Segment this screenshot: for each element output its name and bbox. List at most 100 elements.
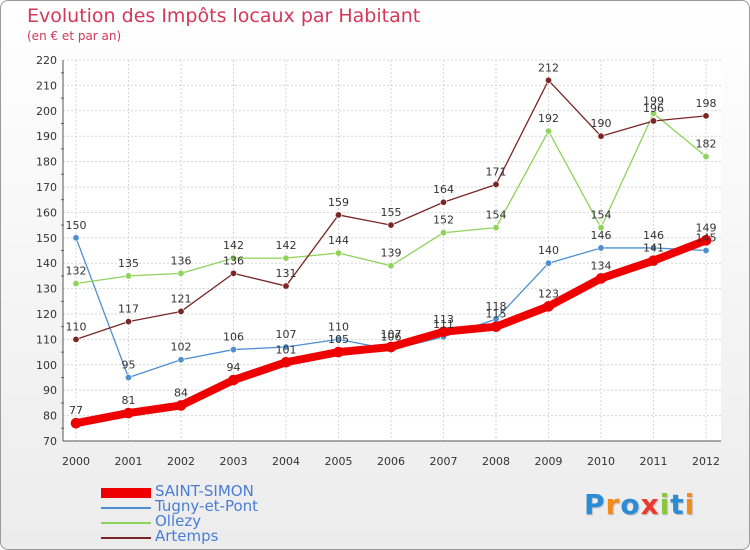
data-point-saint-simon (385, 341, 397, 353)
legend-label: Tugny-et-Pont (155, 497, 259, 515)
x-tick-label: 2008 (482, 455, 510, 468)
data-label-tugny-et-pont: 102 (171, 341, 192, 354)
data-point-artemps (597, 132, 605, 140)
data-point-ollezy (334, 249, 342, 257)
data-label-artemps: 155 (381, 206, 402, 219)
data-point-tugny-et-pont (334, 335, 342, 343)
data-label-tugny-et-pont: 146 (643, 229, 664, 242)
data-label-tugny-et-pont: 150 (66, 219, 87, 232)
logo-letter: i (659, 488, 671, 521)
logo-letter: o (620, 488, 641, 521)
data-label-artemps: 159 (328, 196, 349, 209)
data-label-artemps: 131 (276, 267, 297, 280)
data-label-ollezy: 154 (486, 209, 507, 222)
legend-swatch (101, 487, 151, 498)
data-point-tugny-et-pont (72, 234, 80, 242)
data-label-saint-simon: 149 (696, 221, 717, 234)
data-label-ollezy: 192 (538, 112, 559, 125)
data-point-saint-simon (648, 255, 659, 266)
data-label-saint-simon: 115 (486, 308, 507, 321)
data-label-saint-simon: 84 (174, 386, 188, 399)
data-point-ollezy (439, 229, 447, 237)
legend-label: SAINT-SIMON (155, 482, 254, 500)
x-tick-label: 2007 (430, 455, 458, 468)
legend-swatch (101, 506, 151, 509)
y-tick-label: 150 (36, 232, 57, 245)
legend-item: Tugny-et-Pont (101, 497, 341, 515)
data-point-artemps (649, 117, 657, 125)
data-label-saint-simon: 113 (433, 313, 454, 326)
data-point-tugny-et-pont (125, 373, 133, 381)
proxiti-logo: Proxiti (584, 488, 695, 521)
data-point-saint-simon (490, 321, 502, 333)
data-point-tugny-et-pont (597, 244, 605, 252)
y-tick-label: 160 (36, 206, 57, 219)
logo-letter: P (584, 488, 606, 521)
data-point-saint-simon (70, 417, 82, 429)
data-point-ollezy (230, 254, 238, 262)
data-point-artemps (177, 307, 185, 315)
x-tick-label: 2012 (692, 455, 720, 468)
data-label-saint-simon: 101 (276, 343, 297, 356)
data-label-tugny-et-pont: 106 (381, 331, 402, 344)
data-label-artemps: 136 (223, 254, 244, 267)
data-point-artemps (439, 198, 447, 206)
data-label-artemps: 164 (433, 183, 454, 196)
y-tick-label: 80 (43, 410, 57, 423)
x-tick-label: 2000 (62, 455, 90, 468)
x-tick-label: 2002 (167, 455, 195, 468)
data-label-ollezy: 132 (66, 265, 87, 278)
data-label-ollezy: 142 (276, 239, 297, 252)
data-label-ollezy: 182 (696, 138, 717, 151)
data-point-tugny-et-pont (282, 343, 290, 351)
y-tick-label: 90 (43, 384, 57, 397)
data-point-artemps (72, 335, 80, 343)
legend-item: Artemps (101, 527, 341, 545)
data-point-saint-simon (333, 346, 344, 358)
legend-label: Ollezy (155, 512, 202, 530)
legend-item: Ollezy (101, 512, 341, 530)
data-label-ollezy: 142 (223, 239, 244, 252)
data-point-saint-simon (280, 356, 292, 368)
data-point-ollezy (177, 269, 185, 277)
data-label-artemps: 110 (66, 320, 87, 333)
data-label-saint-simon: 123 (538, 287, 559, 300)
data-point-artemps (282, 282, 290, 290)
data-label-ollezy: 199 (643, 94, 664, 107)
logo-letter: x (640, 488, 660, 521)
x-tick-label: 2010 (587, 455, 615, 468)
data-label-artemps: 196 (643, 102, 664, 115)
x-tick-label: 2011 (640, 455, 668, 468)
data-label-artemps: 117 (118, 303, 139, 316)
data-point-artemps (334, 211, 342, 219)
data-label-tugny-et-pont: 118 (486, 300, 507, 313)
data-label-ollezy: 154 (591, 209, 612, 222)
data-label-ollezy: 139 (381, 247, 402, 260)
x-tick-label: 2006 (377, 455, 405, 468)
data-label-tugny-et-pont: 110 (328, 320, 349, 333)
data-point-ollezy (702, 153, 710, 161)
data-label-saint-simon: 94 (227, 361, 241, 374)
data-point-tugny-et-pont (230, 346, 238, 354)
y-tick-label: 70 (43, 435, 57, 448)
logo-letter: t (670, 488, 685, 521)
data-label-ollezy: 136 (171, 254, 192, 267)
data-label-artemps: 171 (486, 165, 507, 178)
data-label-tugny-et-pont: 111 (433, 318, 454, 331)
x-tick-label: 2001 (115, 455, 143, 468)
legend-label: Artemps (155, 527, 219, 545)
data-label-saint-simon: 134 (591, 259, 612, 272)
legend-swatch (101, 536, 151, 539)
data-point-artemps (230, 269, 238, 277)
data-label-saint-simon: 81 (122, 394, 136, 407)
legend-item: SAINT-SIMON (101, 482, 341, 500)
y-tick-label: 220 (36, 54, 57, 67)
data-point-ollezy (387, 262, 395, 270)
data-label-ollezy: 135 (118, 257, 139, 270)
y-tick-label: 200 (36, 105, 57, 118)
y-tick-label: 170 (36, 181, 57, 194)
data-point-saint-simon (123, 407, 134, 419)
data-label-ollezy: 144 (328, 234, 349, 247)
data-point-tugny-et-pont (702, 247, 710, 255)
